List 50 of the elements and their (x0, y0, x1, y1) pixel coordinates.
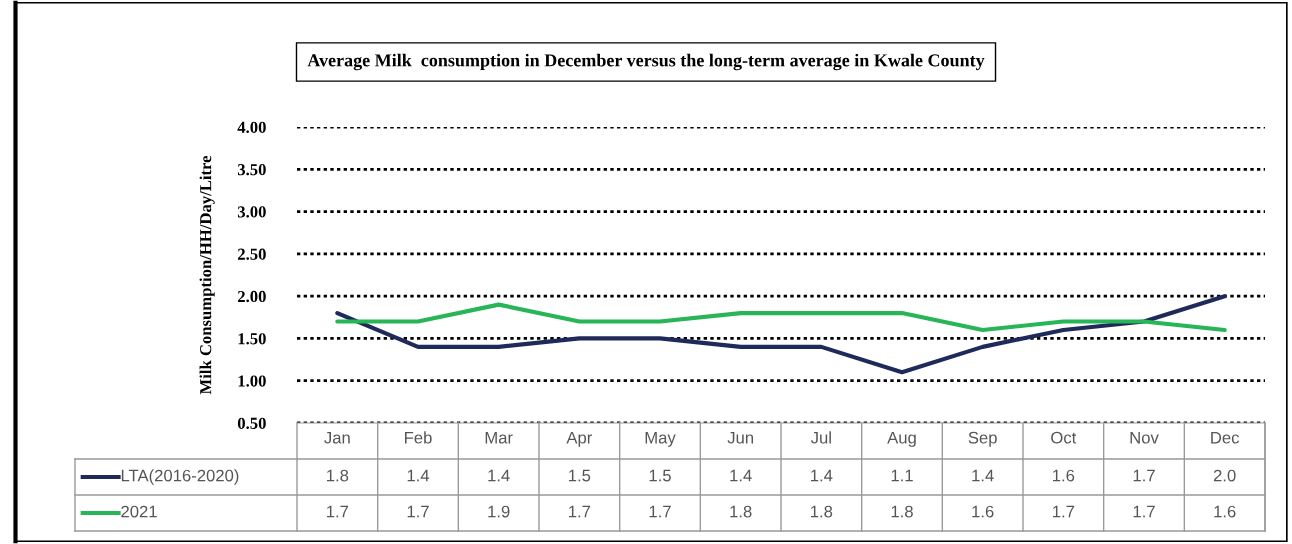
data-label: 1.7 (649, 505, 671, 518)
chart-title: Average Milk consumption in December versus the long-term average in Kwale County (307, 53, 985, 71)
data-label: 1.7 (1133, 505, 1155, 518)
y-tick-label: 1.50 (238, 333, 266, 345)
x-tick-label: Jan (324, 431, 350, 444)
data-label: 1.7 (1053, 505, 1075, 518)
data-label: 1.6 (1053, 469, 1075, 482)
x-tick-label: Oct (1051, 431, 1077, 444)
y-tick-label: 0.50 (237, 417, 266, 430)
x-tick-label: Aug (887, 431, 916, 447)
data-label: 1.9 (488, 505, 510, 518)
x-tick-label: Dec (1211, 431, 1240, 444)
legend-label: 2021 (121, 505, 157, 518)
data-label: 1.1 (891, 469, 913, 482)
y-tick-label: 3.50 (237, 163, 266, 176)
data-label: 1.8 (730, 505, 752, 518)
data-label: 1.8 (811, 505, 833, 518)
y-tick-label: 2.50 (237, 248, 266, 260)
line-series (335, 294, 1227, 375)
data-label: 1.4 (730, 469, 752, 482)
data-label: 1.5 (569, 469, 591, 482)
data-label: 1.7 (1133, 469, 1155, 482)
legend-label: LTA(2016-2020) (121, 469, 239, 485)
x-tick-label: Apr (566, 431, 593, 447)
x-tick-label: May (645, 431, 676, 447)
x-tick-label: Feb (405, 431, 432, 444)
y-axis-title: Milk Consumption/HH/Day/Litre (199, 155, 215, 395)
data-label: 1.7 (327, 505, 349, 518)
data-label: 1.4 (811, 469, 833, 482)
data-label: 1.6 (1214, 505, 1236, 518)
data-label: 1.7 (569, 505, 591, 518)
data-label: 1.6 (972, 505, 994, 518)
x-tick-label: Jul (810, 431, 831, 444)
data-label: 1.8 (327, 469, 349, 482)
data-label: 1.7 (407, 505, 429, 518)
line-series (335, 302, 1227, 333)
data-label: 1.5 (649, 469, 671, 482)
data-label: 1.4 (488, 469, 510, 482)
x-tick-label: Nov (1130, 431, 1159, 444)
data-label: 1.8 (891, 505, 913, 518)
x-tick-label: Jun (727, 431, 754, 444)
x-tick-label: Mar (485, 431, 513, 444)
y-tick-label: 4.00 (237, 121, 266, 134)
data-label: 2.0 (1213, 469, 1236, 482)
y-tick-label: 3.00 (237, 206, 266, 218)
y-tick-label: 1.00 (238, 375, 266, 387)
x-tick-label: Sep (968, 431, 997, 447)
data-label: 1.4 (407, 469, 430, 482)
y-tick-label: 2.00 (237, 290, 266, 303)
data-label: 1.4 (972, 469, 994, 482)
